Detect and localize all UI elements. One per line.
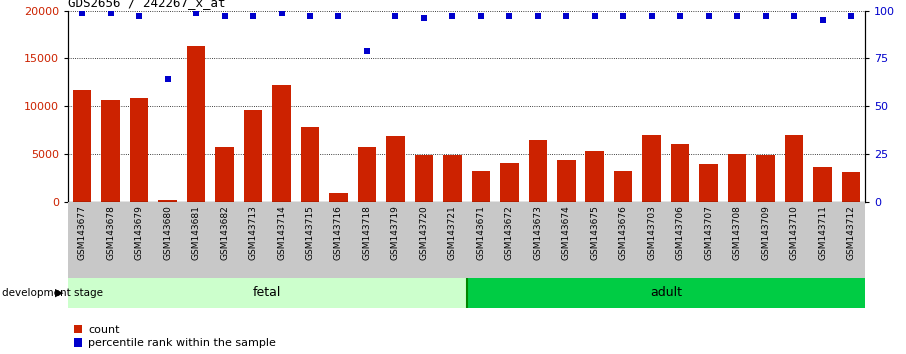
- Text: GSM143719: GSM143719: [390, 206, 400, 261]
- Text: fetal: fetal: [253, 286, 282, 299]
- Text: GSM143677: GSM143677: [78, 206, 87, 261]
- Point: [75, 10, 90, 15]
- Text: GSM143713: GSM143713: [248, 206, 257, 261]
- Bar: [500, 162, 518, 202]
- Point: [758, 13, 773, 19]
- Text: GSM143681: GSM143681: [191, 206, 200, 261]
- Text: GSM143673: GSM143673: [534, 206, 543, 261]
- Point: [843, 13, 858, 19]
- Text: GSM143708: GSM143708: [733, 206, 742, 261]
- Bar: [842, 172, 860, 202]
- Text: GSM143682: GSM143682: [220, 206, 229, 260]
- Text: GSM143716: GSM143716: [334, 206, 343, 261]
- Text: GSM143678: GSM143678: [106, 206, 115, 261]
- Text: GSM143711: GSM143711: [818, 206, 827, 261]
- Bar: [329, 193, 348, 202]
- Point: [160, 76, 175, 82]
- Bar: [159, 200, 177, 202]
- Bar: [785, 135, 804, 202]
- Bar: [301, 127, 319, 202]
- Text: GSM143703: GSM143703: [647, 206, 656, 261]
- Point: [417, 16, 431, 21]
- Point: [701, 13, 716, 19]
- Bar: [415, 155, 433, 202]
- Point: [587, 13, 602, 19]
- Bar: [187, 46, 206, 202]
- Point: [275, 10, 289, 15]
- Bar: [101, 101, 120, 202]
- Bar: [757, 155, 775, 202]
- Point: [388, 13, 402, 19]
- Point: [474, 13, 488, 19]
- Bar: [272, 85, 291, 202]
- Bar: [814, 167, 832, 202]
- Text: GSM143715: GSM143715: [305, 206, 314, 261]
- Point: [132, 13, 147, 19]
- Point: [786, 13, 801, 19]
- Bar: [216, 147, 234, 202]
- Point: [559, 13, 573, 19]
- Bar: [557, 160, 575, 202]
- Point: [531, 13, 545, 19]
- Legend: count, percentile rank within the sample: count, percentile rank within the sample: [73, 325, 275, 348]
- Text: GSM143710: GSM143710: [789, 206, 798, 261]
- Text: GSM143679: GSM143679: [135, 206, 144, 261]
- Point: [103, 10, 118, 15]
- Text: GSM143680: GSM143680: [163, 206, 172, 261]
- Text: GSM143720: GSM143720: [419, 206, 429, 260]
- Bar: [68, 278, 467, 308]
- Bar: [728, 154, 747, 202]
- Text: development stage: development stage: [2, 288, 102, 298]
- Bar: [72, 90, 92, 202]
- Bar: [699, 164, 718, 202]
- Bar: [585, 151, 604, 202]
- Bar: [467, 278, 865, 308]
- Text: GSM143674: GSM143674: [562, 206, 571, 260]
- Bar: [386, 136, 405, 202]
- Text: GSM143721: GSM143721: [448, 206, 457, 260]
- Bar: [358, 147, 376, 202]
- Bar: [443, 155, 462, 202]
- Point: [730, 13, 745, 19]
- Text: GDS2656 / 242267_x_at: GDS2656 / 242267_x_at: [68, 0, 226, 10]
- Point: [332, 13, 346, 19]
- Bar: [614, 171, 632, 202]
- Point: [815, 17, 830, 23]
- Point: [616, 13, 631, 19]
- Text: GSM143718: GSM143718: [362, 206, 371, 261]
- Text: GSM143671: GSM143671: [477, 206, 486, 261]
- Text: GSM143712: GSM143712: [846, 206, 855, 260]
- Point: [445, 13, 459, 19]
- Point: [188, 10, 203, 15]
- Text: ▶: ▶: [55, 288, 63, 298]
- Text: GSM143706: GSM143706: [676, 206, 685, 261]
- Point: [246, 13, 260, 19]
- Point: [360, 48, 374, 53]
- Bar: [642, 135, 660, 202]
- Point: [217, 13, 232, 19]
- Point: [673, 13, 688, 19]
- Text: GSM143707: GSM143707: [704, 206, 713, 261]
- Point: [303, 13, 317, 19]
- Bar: [472, 171, 490, 202]
- Bar: [130, 98, 149, 202]
- Bar: [670, 144, 689, 202]
- Text: adult: adult: [650, 286, 682, 299]
- Text: GSM143714: GSM143714: [277, 206, 286, 260]
- Text: GSM143672: GSM143672: [505, 206, 514, 260]
- Point: [644, 13, 659, 19]
- Bar: [528, 139, 547, 202]
- Text: GSM143709: GSM143709: [761, 206, 770, 261]
- Point: [502, 13, 516, 19]
- Text: GSM143675: GSM143675: [590, 206, 599, 261]
- Text: GSM143676: GSM143676: [619, 206, 628, 261]
- Bar: [244, 110, 263, 202]
